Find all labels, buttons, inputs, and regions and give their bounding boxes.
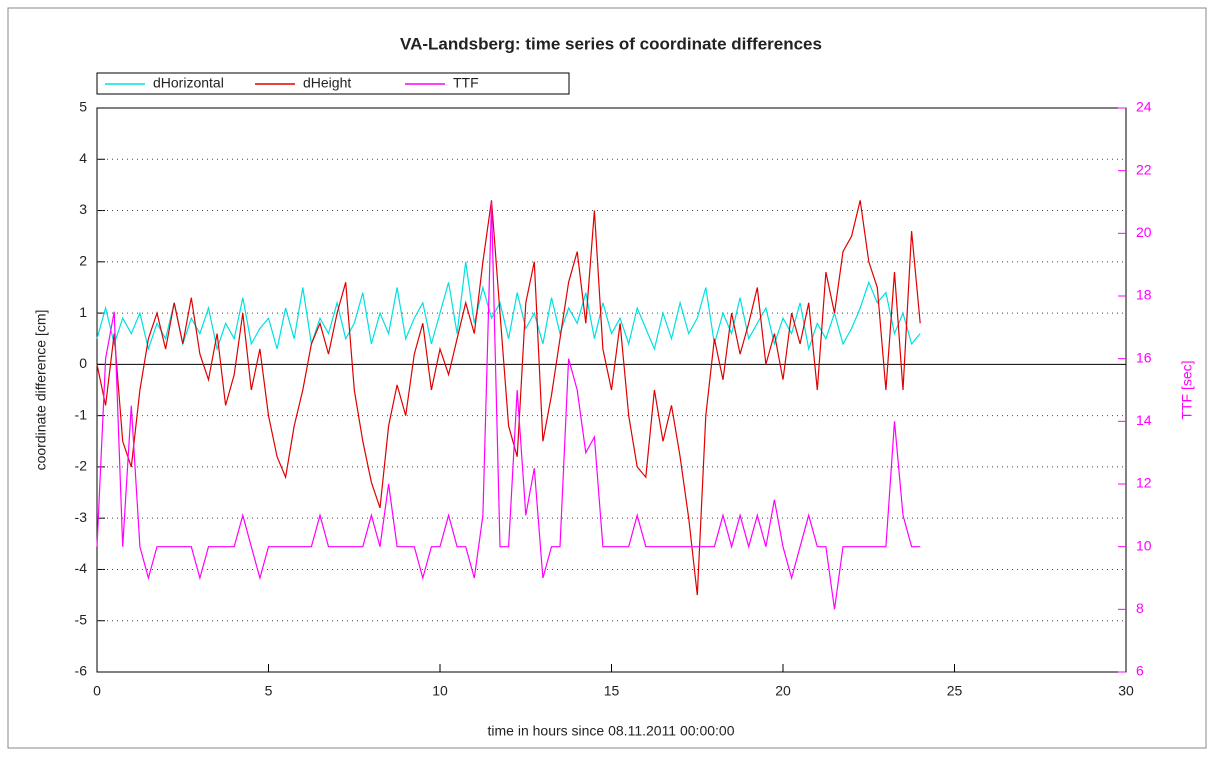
series-line [96, 200, 921, 596]
series-line [96, 261, 921, 352]
y2-tick-label: 10 [1136, 537, 1152, 553]
y2-tick-label: 14 [1136, 412, 1152, 428]
y-tick-label: 1 [79, 304, 87, 320]
x-tick-label: 20 [775, 683, 791, 699]
x-axis-label: time in hours since 08.11.2011 00:00:00 [488, 723, 735, 739]
y-tick-label: -5 [75, 611, 88, 627]
y2-tick-label: 22 [1136, 161, 1152, 177]
y2-tick-label: 20 [1136, 224, 1152, 240]
x-tick-label: 10 [432, 683, 448, 699]
legend-label: dHeight [303, 75, 351, 91]
legend-label: dHorizontal [153, 75, 224, 91]
y2-tick-label: 12 [1136, 475, 1152, 491]
y2-tick-label: 18 [1136, 287, 1152, 303]
y2-tick-label: 16 [1136, 349, 1152, 365]
frame [7, 7, 1207, 749]
y-tick-label: 5 [79, 99, 87, 115]
x-tick-label: 15 [604, 683, 620, 699]
y2-tick-label: 8 [1136, 600, 1144, 616]
x-tick-label: 5 [265, 683, 273, 699]
y-tick-label: 3 [79, 201, 87, 217]
series-line [96, 201, 921, 610]
x-tick-label: 25 [947, 683, 963, 699]
y-axis-label: coordinate difference [cm] [33, 310, 49, 471]
y2-tick-label: 6 [1136, 663, 1144, 679]
y-tick-label: 2 [79, 253, 87, 269]
x-tick-label: 30 [1118, 683, 1134, 699]
legend [96, 72, 570, 95]
y-tick-label: -1 [75, 406, 88, 422]
y-tick-label: -6 [75, 663, 88, 679]
y-tick-label: -3 [75, 509, 88, 525]
y-tick-label: -2 [75, 458, 88, 474]
y-tick-label: 0 [79, 355, 87, 371]
legend-label: TTF [453, 75, 479, 91]
y2-tick-label: 24 [1136, 99, 1152, 115]
y-tick-label: 4 [79, 150, 87, 166]
y2-axis-label: TTF [sec] [1179, 360, 1195, 419]
chart-title: VA-Landsberg: time series of coordinate … [400, 34, 822, 53]
x-tick-label: 0 [93, 683, 101, 699]
y-tick-label: -4 [75, 560, 88, 576]
